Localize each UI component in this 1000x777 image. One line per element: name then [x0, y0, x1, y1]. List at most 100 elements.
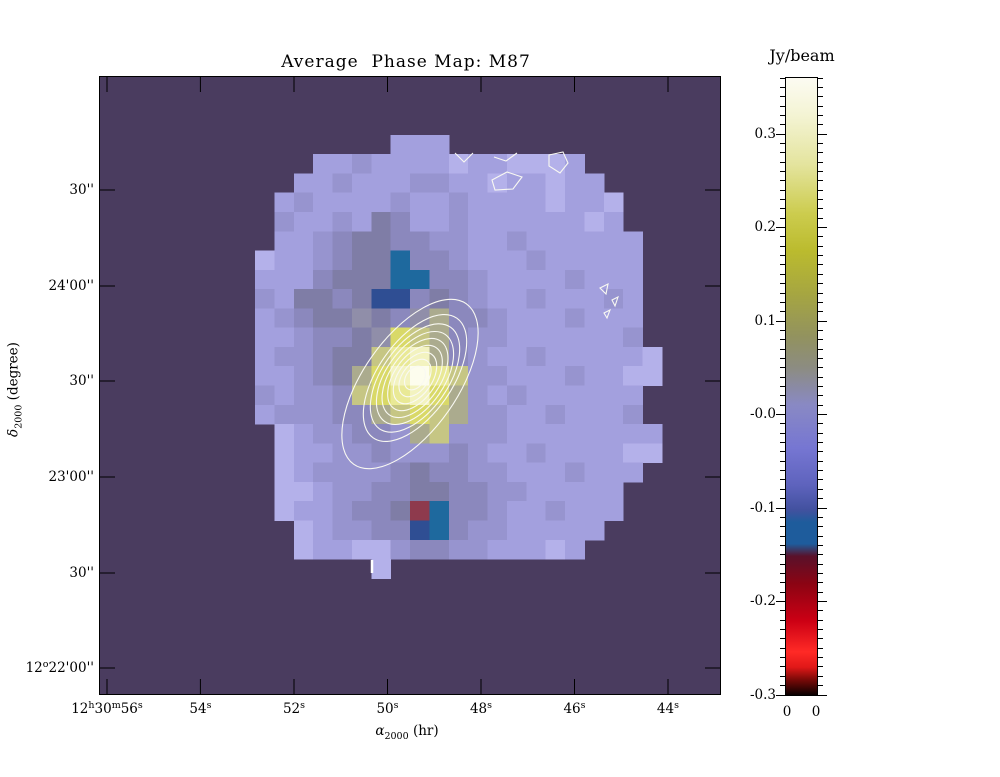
heatmap-cell	[448, 173, 469, 194]
heatmap-cell	[293, 443, 314, 464]
contour-ring	[375, 330, 455, 426]
heatmap-cell	[390, 231, 411, 252]
colorbar-tick	[780, 77, 785, 79]
heatmap-cell	[351, 481, 372, 502]
colorbar-tick	[818, 357, 823, 359]
colorbar-tick	[818, 301, 823, 303]
colorbar-tick	[818, 470, 823, 472]
heatmap-cell	[351, 231, 372, 252]
heatmap-cell	[584, 327, 605, 348]
heatmap-cell	[506, 346, 527, 367]
colorbar-tick	[780, 572, 785, 574]
heatmap-cell	[487, 346, 508, 367]
heatmap-cell	[351, 327, 372, 348]
heatmap-cell	[506, 443, 527, 464]
heatmap-cell	[274, 501, 295, 521]
heatmap-cell	[293, 192, 314, 213]
heatmap-cell	[565, 481, 585, 502]
heatmap-cell	[584, 308, 605, 329]
heatmap-cell	[468, 173, 489, 194]
heatmap-cell	[313, 327, 334, 348]
heatmap-cell	[313, 481, 334, 502]
heatmap-cell	[565, 327, 585, 348]
colorbar-tick	[818, 395, 823, 397]
colorbar-tick	[818, 516, 823, 518]
heatmap-cell	[313, 173, 334, 194]
heatmap-cell	[429, 539, 450, 560]
colorbar-tick	[780, 619, 785, 621]
colorbar-gradient	[785, 77, 818, 696]
y-tick-label: 30''	[69, 372, 94, 389]
heatmap-cell	[293, 327, 314, 348]
heatmap-cell	[274, 269, 295, 290]
contour-fragment	[493, 152, 518, 162]
contour-fragment	[548, 151, 569, 174]
heatmap-cell	[448, 231, 469, 252]
heatmap-cell	[565, 231, 585, 252]
heatmap-cell	[603, 443, 624, 464]
heatmap-cell	[255, 385, 275, 406]
colorbar-tick	[780, 357, 785, 359]
heatmap-cell	[313, 269, 334, 290]
heatmap-cell	[410, 192, 430, 213]
heatmap-cell	[565, 250, 585, 271]
colorbar-tick	[818, 348, 823, 350]
colorbar-tick	[780, 142, 785, 144]
heatmap-cell	[429, 462, 450, 483]
x-tick-label: 54s	[189, 700, 212, 717]
heatmap-cell	[623, 231, 644, 252]
colorbar-tick	[780, 348, 785, 350]
heatmap-cell	[274, 308, 295, 329]
contour-fragment	[611, 295, 619, 308]
heatmap-cell	[429, 308, 450, 329]
heatmap-cell	[487, 269, 508, 290]
heatmap-cell	[390, 269, 411, 290]
heatmap-cell	[313, 443, 334, 464]
heatmap-cell	[429, 501, 450, 521]
heatmap-cell	[603, 269, 624, 290]
heatmap-cell	[410, 154, 430, 174]
colorbar-tick	[780, 685, 785, 687]
colorbar-tick	[818, 273, 823, 275]
heatmap-cell	[410, 269, 430, 290]
heatmap-cell	[468, 404, 489, 425]
heatmap-cell	[371, 404, 392, 425]
colorbar-tick	[818, 619, 823, 621]
heatmap-cell	[468, 154, 489, 174]
heatmap-cell	[565, 443, 585, 464]
heatmap-cell	[448, 443, 469, 464]
heatmap-cell	[603, 346, 624, 367]
colorbar-tick	[780, 657, 785, 659]
heatmap-cell	[429, 211, 450, 232]
colorbar-tick	[818, 226, 827, 228]
heatmap-cell	[448, 192, 469, 213]
colorbar-bottom-label: 0	[811, 704, 821, 720]
heatmap-cell	[390, 385, 411, 406]
heatmap-cell	[371, 481, 392, 502]
colorbar-tick	[818, 152, 823, 154]
heatmap-cell	[506, 289, 527, 309]
heatmap-cell	[565, 192, 585, 213]
colorbar-tick	[818, 404, 823, 406]
colorbar-tick	[780, 610, 785, 612]
heatmap-cell	[506, 501, 527, 521]
colorbar-tick	[780, 161, 785, 163]
colorbar-tick	[780, 339, 785, 341]
heatmap-cell	[429, 520, 450, 541]
colorbar-title: Jy/beam	[769, 46, 835, 65]
colorbar-tick	[818, 638, 823, 640]
heatmap-cell	[410, 520, 430, 541]
heatmap-cell	[410, 501, 430, 521]
colorbar-tick	[818, 685, 823, 687]
heatmap-cell	[506, 462, 527, 483]
colorbar-tick	[780, 124, 785, 126]
heatmap-cell	[642, 366, 663, 387]
colorbar-tick	[780, 180, 785, 182]
y-tick-label: 30''	[69, 565, 94, 581]
heatmap-cell	[351, 501, 372, 521]
heatmap-cell	[351, 154, 372, 174]
heatmap-cell	[410, 481, 430, 502]
heatmap-cell	[351, 424, 372, 444]
heatmap-cell	[584, 211, 605, 232]
contour-ring	[381, 337, 449, 419]
